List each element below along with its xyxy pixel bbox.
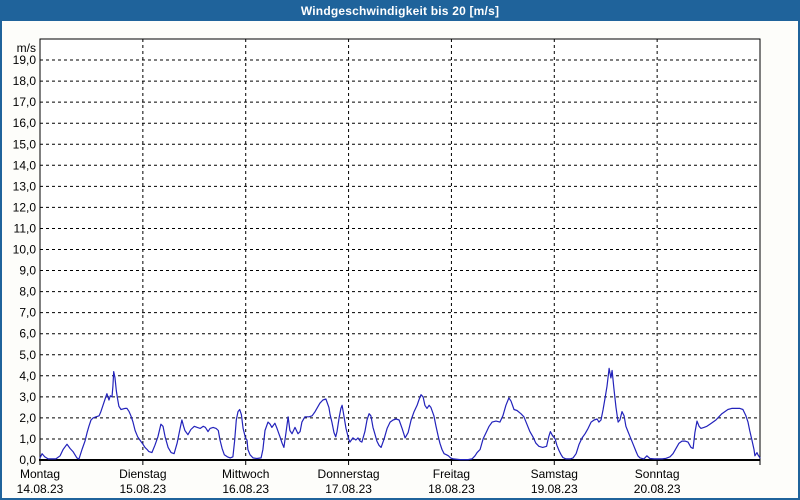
y-tick-label: 11,0 [14, 221, 37, 235]
wind-speed-chart: 0,0 1,0 2,0 3,0 4,0 5,0 6,0 7,0 8,0 9,0 10,0 11,0 12… [13, 38, 761, 496]
date-label: 18.08.23 [428, 482, 475, 496]
day-label: Dienstag [119, 467, 166, 481]
wind-speed-line [39, 367, 761, 461]
y-tick-label: 8,0 [19, 285, 36, 299]
y-tick-label: 19,0 [13, 53, 37, 67]
y-axis-unit-label: m/s [17, 41, 36, 55]
date-label: 19.08.23 [531, 482, 578, 496]
window-title: Windgeschwindigkeit bis 20 [m/s] [300, 4, 500, 18]
day-label: Sonntag [635, 467, 680, 481]
day-label: Montag [20, 467, 60, 481]
y-tick-label: 6,0 [19, 327, 36, 341]
day-label: Donnerstag [318, 467, 380, 481]
y-tick-label: 4,0 [19, 369, 36, 383]
y-tick-label: 9,0 [19, 264, 36, 278]
y-tick-label: 5,0 [19, 348, 36, 362]
date-label: 16.08.23 [222, 482, 269, 496]
y-tick-label: 14,0 [13, 158, 37, 172]
day-label: Freitag [433, 467, 470, 481]
y-tick-label: 17,0 [13, 95, 37, 109]
date-label: 14.08.23 [17, 482, 64, 496]
y-tick-label: 3,0 [19, 390, 36, 404]
y-tick-label: 13,0 [13, 179, 37, 193]
y-tick-label: 2,0 [19, 411, 36, 425]
date-label: 20.08.23 [634, 482, 681, 496]
y-tick-label: 7,0 [19, 306, 36, 320]
window-title-bar[interactable]: Windgeschwindigkeit bis 20 [m/s] [2, 2, 798, 21]
date-label: 17.08.23 [325, 482, 372, 496]
y-tick-label: 10,0 [13, 243, 37, 257]
y-tick-label: 0,0 [19, 453, 36, 467]
date-label: 15.08.23 [119, 482, 166, 496]
y-tick-label: 12,0 [13, 200, 37, 214]
day-label: Samstag [531, 467, 578, 481]
day-label: Mittwoch [222, 467, 269, 481]
y-tick-label: 18,0 [13, 74, 37, 88]
chart-area: 0,0 1,0 2,0 3,0 4,0 5,0 6,0 7,0 8,0 9,0 10,0 11,0 12… [2, 21, 798, 498]
y-tick-label: 1,0 [19, 432, 36, 446]
y-tick-label: 15,0 [13, 137, 37, 151]
y-tick-label: 16,0 [13, 116, 37, 130]
